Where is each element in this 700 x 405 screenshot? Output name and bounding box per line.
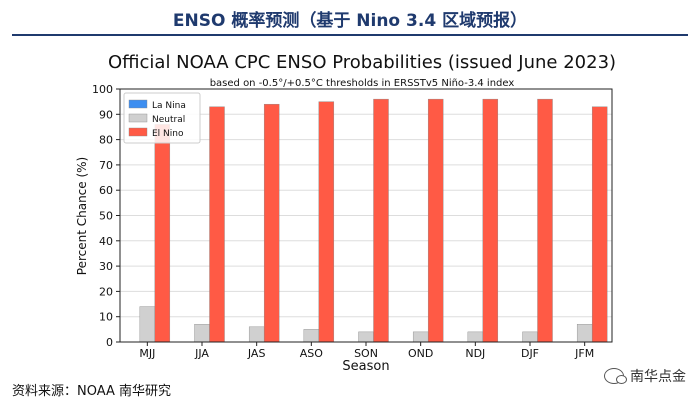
el-nino-bar xyxy=(482,98,499,343)
watermark-text: 南华点金 xyxy=(630,369,686,385)
y-tick-label: 40 xyxy=(99,235,113,248)
neutral-bar xyxy=(248,326,265,343)
y-tick-label: 100 xyxy=(92,83,113,96)
x-tick-label: ASO xyxy=(300,347,324,360)
x-axis-label: Season xyxy=(342,359,389,374)
neutral-bar xyxy=(139,306,156,343)
el-nino-bar xyxy=(209,106,225,343)
neutral-bar xyxy=(522,331,538,343)
axes: 0 10 20 30 40 50 60 70 80 90 100 MJJ JJA JAS ASO SON OND… xyxy=(92,83,594,360)
legend-label: La Nina xyxy=(152,101,186,111)
neutral-bar xyxy=(358,331,374,343)
enso-probability-chart: Official NOAA CPC ENSO Probabilities (is… xyxy=(75,52,616,374)
x-tick-label: DJF xyxy=(521,347,539,360)
legend-label: Neutral xyxy=(152,115,185,125)
y-tick-label: 90 xyxy=(99,108,113,121)
chart-subtitle: based on -0.5°/+0.5°C thresholds in ERSS… xyxy=(210,78,515,89)
y-axis-label: Percent Chance (%) xyxy=(75,157,89,275)
x-tick-label: JAS xyxy=(247,347,266,360)
neutral-bar xyxy=(576,324,593,343)
el-nino-bar xyxy=(591,106,608,343)
x-tick-label: JFM xyxy=(574,347,594,360)
legend-swatch xyxy=(128,99,148,109)
legend: La Nina Neutral El Nino xyxy=(123,92,201,144)
x-tick-label: JJA xyxy=(194,347,209,360)
watermark: 南华点金 xyxy=(604,366,686,386)
y-tick-label: 30 xyxy=(99,260,113,273)
el-nino-bar xyxy=(263,103,280,343)
source-note: 资料来源：NOAA 南华研究 xyxy=(12,384,172,399)
report-title: ENSO 概率预测（基于 Nino 3.4 区域预报） xyxy=(172,11,528,31)
el-nino-bar xyxy=(154,124,171,343)
legend-swatch xyxy=(128,127,148,137)
x-tick-label: OND xyxy=(408,347,433,360)
neutral-bar xyxy=(412,331,429,343)
chart-title: Official NOAA CPC ENSO Probabilities (is… xyxy=(108,52,616,73)
bars xyxy=(139,98,608,343)
neutral-bar xyxy=(194,324,210,343)
y-tick-label: 20 xyxy=(99,285,113,298)
x-tick-label: NDJ xyxy=(465,347,485,360)
y-tick-label: 10 xyxy=(99,311,113,324)
title-divider xyxy=(12,34,688,36)
legend-label: El Nino xyxy=(152,129,184,139)
y-tick-label: 70 xyxy=(99,159,113,172)
neutral-bar xyxy=(303,329,320,343)
el-nino-bar xyxy=(427,98,444,343)
el-nino-bar xyxy=(318,101,335,343)
legend-swatch xyxy=(128,113,148,123)
y-tick-label: 80 xyxy=(99,134,113,147)
el-nino-bar xyxy=(373,98,389,343)
plot-frame xyxy=(119,88,613,343)
y-tick-label: 60 xyxy=(99,184,113,197)
wechat-icon xyxy=(604,368,627,384)
y-tick-label: 50 xyxy=(99,210,113,223)
x-tick-label: SON xyxy=(354,347,378,360)
y-tick-label: 0 xyxy=(106,336,113,349)
neutral-bar xyxy=(467,331,484,343)
el-nino-bar xyxy=(537,98,553,343)
x-tick-label: MJJ xyxy=(139,347,155,360)
